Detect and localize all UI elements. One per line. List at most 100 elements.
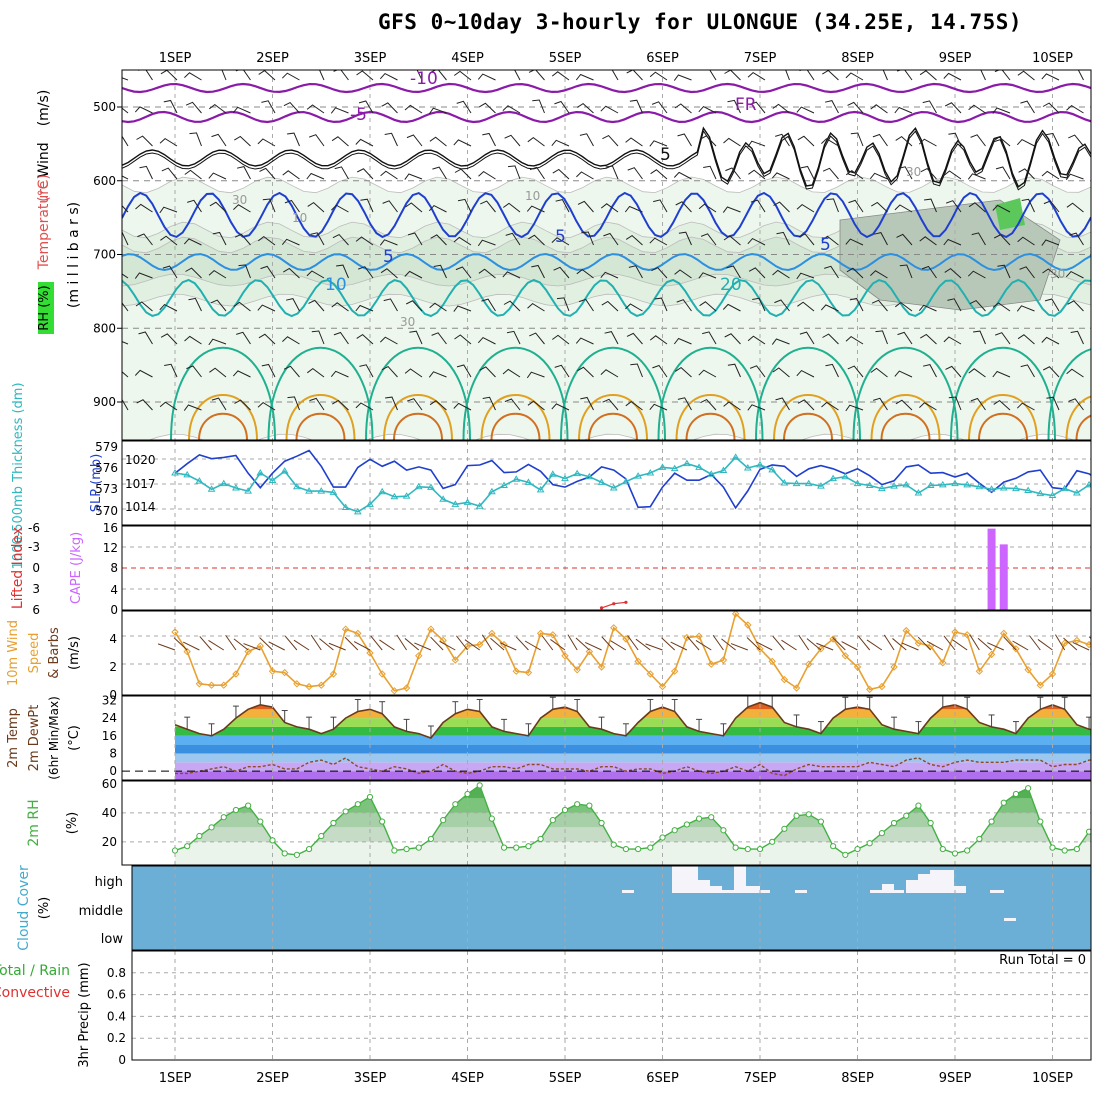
wind-barb [944,102,962,114]
wind-barb [212,231,227,246]
date-label-bottom: 4SEP [451,1071,484,1086]
wind-barb [307,201,325,213]
wind-barb [675,201,692,213]
upper-air-panel: -10 -5 5 FR 5 5 5 10 20 30 10 10 30 30 30 500 600 700 800 9… [93,69,1092,441]
wind-barb [579,133,594,147]
wind-barb [306,172,325,180]
wind-barb [527,400,545,411]
wind-speed-point [573,666,581,674]
wind-speed-point [1048,670,1057,678]
wind-speed-point [963,631,971,639]
wind-barb [234,135,251,147]
surface-wind-barb [344,636,359,651]
cape-tick-label: 8 [110,561,118,575]
wind-barb [281,72,300,81]
isotherm-label: 10 [325,275,347,295]
wind-barb [848,199,864,213]
wind-barb [1042,268,1060,279]
wind-barb [404,270,423,279]
wind-barb [970,397,986,411]
thickness-point [536,485,545,493]
wind-barb [822,167,839,180]
wind-barb [576,268,594,279]
run-total-label: Run Total = 0 [999,953,1086,968]
wind-barb [355,402,374,411]
wind-barb [405,300,423,312]
wind-barb [453,305,472,312]
wind-barb [1019,266,1035,279]
wind-barb [379,239,398,246]
cloud-block [906,880,918,893]
date-label-top: 1SEP [159,51,192,66]
wind-barb [895,135,913,147]
wind-speed-point [853,663,862,671]
wind-barb [723,137,741,147]
slp-tick-label: 1017 [125,477,156,491]
wind-barb [184,169,202,180]
wind-barb [943,336,962,345]
wind-barb [649,403,668,411]
cloud-block [882,884,894,893]
rh-point [403,845,410,853]
wind-barb [184,335,202,345]
ylabel-2m-temp: 2m Temp [6,708,21,768]
rh-contour-label: 30 [232,193,247,207]
wind-barb [1067,300,1084,312]
boundary-layer-contour [755,347,861,440]
wind-speed-point [841,652,850,660]
wind-barb [380,170,398,180]
wind-speed-point [171,628,179,636]
thickness-point [938,480,947,488]
wind-barb [1042,102,1060,114]
wind-barb [1045,132,1060,147]
rh-point [1049,844,1056,851]
wind-barb [649,71,668,81]
wind-barb [943,238,962,246]
wind-barb [605,165,619,180]
surface-wind-barb [816,642,834,651]
chart-title: GFS 0~10day 3-hourly for ULONGUE (34.25E… [378,10,1023,34]
thickness-point [634,472,643,479]
rh-point [1037,818,1044,825]
thickness-point [890,482,898,489]
thickness-point [280,467,289,474]
thickness-point [792,479,801,487]
surface-wind-barb [157,643,176,651]
surface-wind-barb [173,637,188,651]
wind-barb [552,334,570,345]
wind-barb [824,265,839,279]
wind-barb [846,267,864,279]
ylabel-wind: Wind [36,142,52,177]
wind-barb [993,234,1011,246]
wind-barb [973,330,986,345]
wind-barb [139,165,153,180]
wind-barb [821,235,839,246]
boundary-layer-contour [198,412,248,440]
date-label-bottom: 8SEP [841,1071,874,1086]
pressure-tick-label: 700 [93,248,116,262]
cape-tick-label: 12 [103,541,118,555]
upper-air-plot: -10 -5 5 FR 5 5 5 10 20 30 10 10 30 30 30 [122,70,1091,440]
surface-wind-barb [328,642,346,651]
wind-barb [383,298,398,312]
surface-wind-barb [550,639,566,651]
wind-barb [870,270,888,279]
ylabel-temperature-units: (°C) [36,174,52,202]
wind-speed-point [451,656,460,664]
cloud-level-label: low [101,932,124,947]
surface-wind-barb [259,637,273,651]
pressure-tick-label: 500 [93,100,116,114]
wind-tick-label: 0 [109,688,117,702]
cape-bar [999,544,1008,610]
surface-wind-barb [686,636,700,651]
wind-barb [626,332,643,345]
rh-point [769,838,776,845]
wind-barb [428,371,447,378]
ylabel-thickness: 1000-500mb Thickness (dm) [11,382,26,569]
wind-barb [428,204,447,213]
wind-barb [257,138,276,147]
wind-barb [333,331,349,345]
wind-speed-point [878,682,886,691]
wind-barb [626,70,643,81]
wind-barb [330,370,349,378]
